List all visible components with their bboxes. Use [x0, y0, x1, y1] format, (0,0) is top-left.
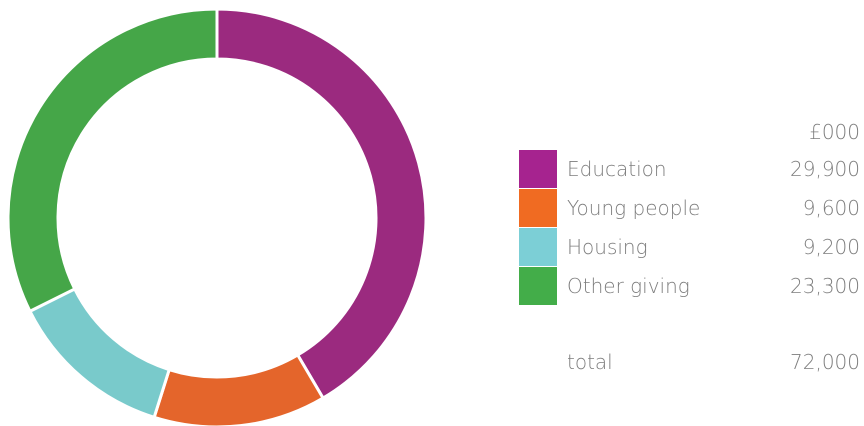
- legend-swatch-education: [519, 150, 557, 188]
- donut-slice-education: [217, 9, 426, 398]
- total-label: total: [567, 350, 613, 374]
- legend-value-housing: 9,200: [803, 235, 860, 259]
- legend-item-education: Education 29,900: [519, 150, 860, 189]
- donut-slice-young-people: [154, 355, 323, 426]
- legend-label-housing: Housing: [567, 235, 648, 259]
- legend-swatch-housing: [519, 228, 557, 266]
- legend-label-young-people: Young people: [567, 196, 700, 220]
- legend-item-other-giving: Other giving 23,300: [519, 267, 860, 306]
- legend-item-young-people: Young people 9,600: [519, 189, 860, 228]
- legend-label-education: Education: [567, 157, 667, 181]
- donut-slice-other-giving: [8, 9, 217, 311]
- total-row: total 72,000: [519, 348, 860, 378]
- legend-value-young-people: 9,600: [803, 196, 860, 220]
- legend: Education 29,900 Young people 9,600 Hous…: [519, 150, 860, 306]
- donut-slice-housing: [30, 289, 169, 417]
- legend-swatch-young-people: [519, 189, 557, 227]
- legend-value-education: 29,900: [790, 157, 860, 181]
- donut-chart: [0, 0, 440, 426]
- legend-label-other-giving: Other giving: [567, 274, 690, 298]
- total-value: 72,000: [790, 350, 860, 374]
- unit-label: £000: [740, 120, 860, 144]
- legend-swatch-other-giving: [519, 267, 557, 305]
- legend-item-housing: Housing 9,200: [519, 228, 860, 267]
- legend-value-other-giving: 23,300: [790, 274, 860, 298]
